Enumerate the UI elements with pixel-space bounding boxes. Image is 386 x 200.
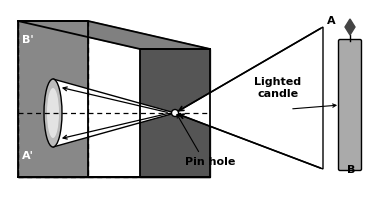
Text: A: A <box>327 16 335 26</box>
Polygon shape <box>53 80 175 147</box>
Text: B: B <box>347 164 356 174</box>
Ellipse shape <box>47 89 59 138</box>
Text: Lighted
candle: Lighted candle <box>254 77 301 98</box>
Polygon shape <box>18 22 88 177</box>
FancyBboxPatch shape <box>339 40 362 171</box>
Polygon shape <box>140 50 210 177</box>
Polygon shape <box>18 22 210 50</box>
Ellipse shape <box>44 80 62 147</box>
Text: B': B' <box>22 35 34 45</box>
Text: A': A' <box>22 150 34 160</box>
Polygon shape <box>175 28 323 169</box>
Polygon shape <box>345 20 355 36</box>
Text: Pin hole: Pin hole <box>185 156 235 166</box>
Circle shape <box>171 110 178 117</box>
